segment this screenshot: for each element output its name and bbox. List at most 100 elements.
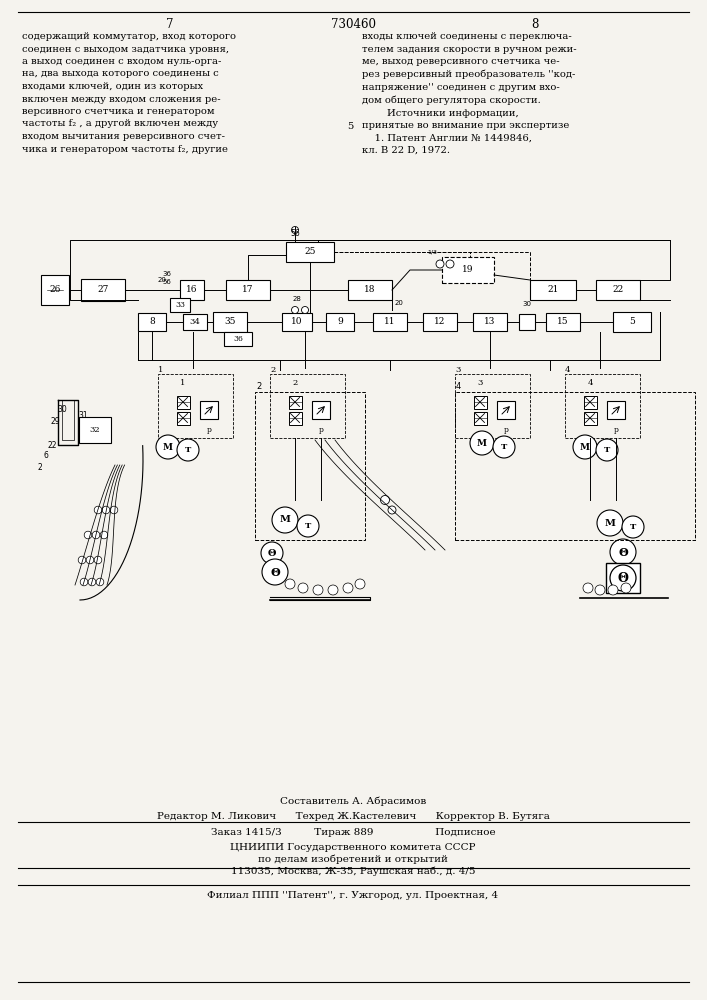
Text: 32: 32	[90, 426, 100, 434]
Text: 1: 1	[158, 366, 163, 374]
Circle shape	[291, 227, 298, 233]
Bar	[288, 395, 301, 408]
Text: 16: 16	[186, 286, 198, 294]
Bar	[455, 374, 530, 438]
Circle shape	[596, 439, 618, 461]
Text: 2: 2	[256, 382, 262, 391]
Bar	[326, 313, 354, 331]
Text: 56: 56	[162, 279, 171, 285]
Bar	[442, 257, 494, 283]
Text: 33: 33	[175, 301, 185, 309]
Bar	[423, 313, 457, 331]
Text: содержащий коммутатор, вход которого
соединен с выходом задатчика уровня,
а выхо: содержащий коммутатор, вход которого сое…	[22, 32, 236, 153]
Circle shape	[262, 559, 288, 585]
Circle shape	[388, 506, 396, 514]
Text: 10: 10	[291, 318, 303, 326]
Circle shape	[313, 585, 323, 595]
Circle shape	[298, 583, 308, 593]
Text: 21: 21	[547, 286, 559, 294]
Circle shape	[622, 516, 644, 538]
Text: Θ: Θ	[618, 546, 628, 558]
Bar	[180, 280, 204, 300]
Text: 36: 36	[162, 271, 171, 277]
Text: 26: 26	[49, 286, 61, 294]
Text: 22: 22	[612, 286, 624, 294]
Circle shape	[285, 579, 295, 589]
Text: 34: 34	[189, 318, 201, 326]
Bar	[79, 417, 111, 443]
Circle shape	[610, 565, 636, 591]
Text: Θ: Θ	[617, 572, 629, 584]
Circle shape	[86, 556, 94, 564]
Text: 1: 1	[180, 379, 186, 387]
Text: 29: 29	[50, 418, 60, 426]
Bar	[81, 279, 125, 301]
Circle shape	[103, 506, 110, 514]
Bar	[177, 395, 189, 408]
Bar	[348, 280, 392, 300]
Circle shape	[583, 583, 593, 593]
Circle shape	[272, 507, 298, 533]
Text: p: p	[503, 426, 508, 434]
Bar	[474, 395, 486, 408]
Text: 5: 5	[629, 318, 635, 326]
Text: 12: 12	[434, 318, 445, 326]
Bar	[473, 313, 507, 331]
Circle shape	[78, 556, 86, 564]
Text: Редактор М. Ликович      Техред Ж.Кастелевич      Корректор В. Бутяга: Редактор М. Ликович Техред Ж.Кастелевич …	[156, 812, 549, 821]
Text: Θ: Θ	[270, 566, 280, 578]
Bar	[583, 412, 597, 424]
Bar	[565, 374, 640, 438]
Circle shape	[96, 578, 104, 586]
Text: ЦНИИПИ Государственного комитета СССР: ЦНИИПИ Государственного комитета СССР	[230, 843, 476, 852]
Text: M: M	[279, 516, 291, 524]
Text: p: p	[614, 426, 619, 434]
Text: T: T	[630, 523, 636, 531]
Bar	[288, 412, 301, 424]
Bar	[138, 313, 166, 331]
Text: входы ключей соединены с переключа-
телем задания скорости в ручном режи-
ме, вы: входы ключей соединены с переключа- теле…	[362, 32, 577, 155]
Text: 30: 30	[522, 301, 532, 307]
Text: 5: 5	[347, 122, 354, 131]
Bar	[200, 401, 218, 419]
Text: Θ: Θ	[268, 548, 276, 558]
Text: T: T	[501, 443, 507, 451]
Text: 56: 56	[290, 229, 300, 238]
Circle shape	[110, 506, 118, 514]
Circle shape	[94, 556, 102, 564]
Bar	[519, 314, 535, 330]
Circle shape	[156, 435, 180, 459]
Text: M: M	[477, 438, 487, 448]
Circle shape	[355, 579, 365, 589]
Text: 2: 2	[293, 379, 298, 387]
Text: 35: 35	[224, 318, 235, 326]
Text: M: M	[163, 442, 173, 452]
Text: 113035, Москва, Ж-35, Раушская наб., д. 4/5: 113035, Москва, Ж-35, Раушская наб., д. …	[230, 867, 475, 876]
Circle shape	[610, 539, 636, 565]
Bar	[41, 275, 69, 305]
Text: 25: 25	[304, 247, 316, 256]
Text: 2: 2	[270, 366, 275, 374]
Text: 11: 11	[384, 318, 396, 326]
Bar	[546, 313, 580, 331]
Circle shape	[177, 439, 199, 461]
Text: Филиал ППП ''Патент'', г. Ужгород, ул. Проектная, 4: Филиал ППП ''Патент'', г. Ужгород, ул. П…	[207, 891, 498, 900]
Text: p: p	[319, 426, 323, 434]
Text: 20: 20	[158, 277, 166, 283]
Circle shape	[100, 531, 107, 539]
Text: 15: 15	[557, 318, 569, 326]
Text: 17: 17	[243, 286, 254, 294]
Circle shape	[436, 260, 444, 268]
Circle shape	[328, 585, 338, 595]
Bar	[213, 312, 247, 332]
Circle shape	[94, 506, 102, 514]
Circle shape	[493, 436, 515, 458]
Bar	[286, 242, 334, 262]
Text: 2: 2	[37, 462, 42, 472]
Bar	[177, 412, 189, 424]
Bar	[282, 313, 312, 331]
Circle shape	[92, 531, 100, 539]
Text: 7: 7	[166, 18, 174, 31]
Text: 8: 8	[532, 18, 539, 31]
Text: 1/3: 1/3	[427, 249, 437, 254]
